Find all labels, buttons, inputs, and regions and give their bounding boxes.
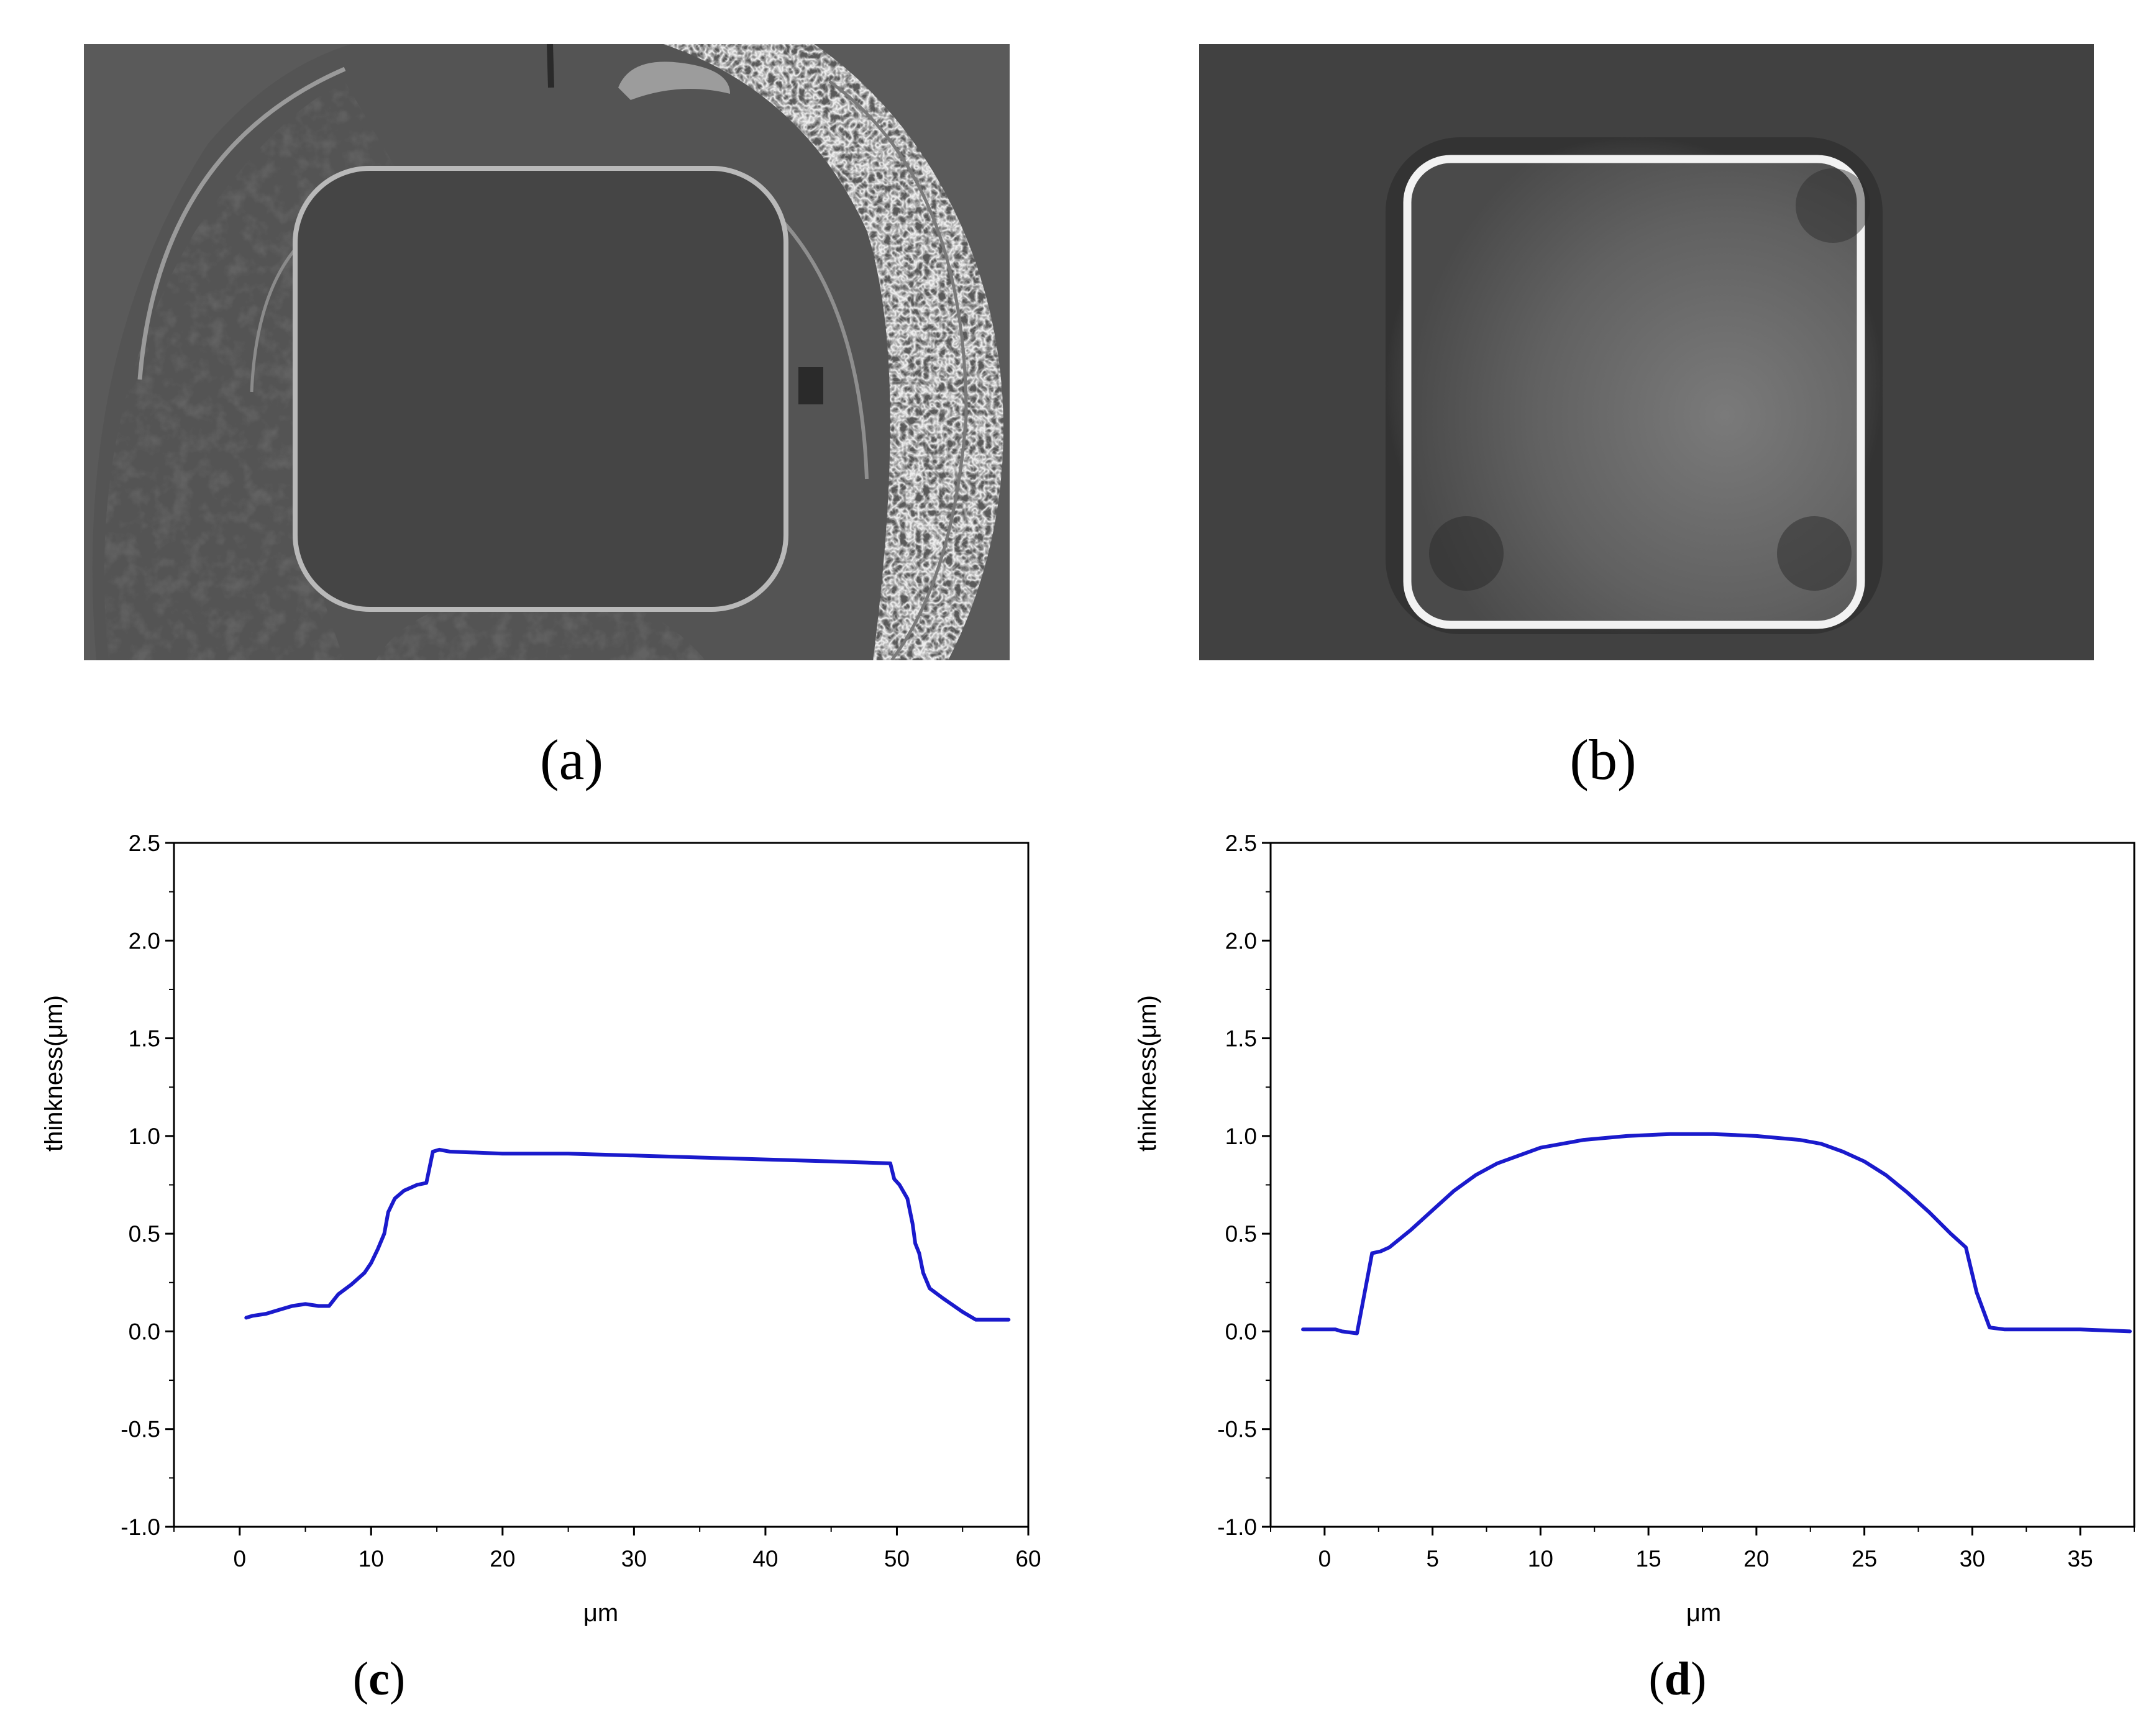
micrograph-b-image	[1199, 44, 2094, 660]
photo-a-pad	[293, 166, 788, 612]
chart-d-ytick-label: 1.0	[1225, 1124, 1257, 1149]
caption-d-letter: d	[1664, 1653, 1691, 1705]
chart-c-series-line	[244, 1147, 1011, 1322]
micrograph-a	[84, 44, 1010, 660]
caption-d-close: )	[1691, 1653, 1707, 1705]
caption-d: (d)	[1597, 1652, 1758, 1706]
chart-c-ytick-label: 2.0	[129, 928, 160, 953]
chart-c-ylabel: thinkness(μm)	[40, 995, 68, 1152]
chart-d-ytick-label: 2.0	[1225, 928, 1257, 953]
chart-c-xtick-label: 40	[752, 1546, 778, 1572]
profile-chart-c: thinkness(μm) μm -1.0 -0.5 0.0 0.5 1.0 1.5 2.0…	[40, 830, 1041, 1627]
chart-c-ytick-label: 2.5	[129, 830, 160, 856]
caption-a: (a)	[539, 728, 604, 791]
photo-b-pad	[1407, 159, 1861, 625]
chart-c-ytick-label: -1.0	[121, 1514, 160, 1540]
caption-c-close: )	[389, 1653, 406, 1705]
chart-c-xtick-label: 10	[359, 1546, 384, 1572]
chart-d-xtick-label: 35	[2068, 1546, 2093, 1572]
chart-c-xtick-label: 30	[621, 1546, 647, 1572]
chart-d-ytick-label: 1.5	[1225, 1026, 1257, 1052]
chart-c-xtick-label: 20	[490, 1546, 515, 1572]
chart-c-ytick-label: 0.0	[129, 1319, 160, 1344]
caption-c-open: (	[352, 1653, 369, 1705]
chart-d-ytick-label: -1.0	[1217, 1514, 1257, 1540]
caption-c-letter: c	[368, 1653, 390, 1705]
chart-d-xtick-label: 0	[1318, 1546, 1332, 1572]
chart-c-ytick-label: -0.5	[121, 1417, 160, 1442]
caption-b: (b)	[1569, 728, 1637, 791]
chart-d-plot: -1.0 -0.5 0.0 0.5 1.0 1.5 2.0 2.5 0 5 10 15 20 25 30 35	[1217, 830, 2135, 1572]
chart-d-frame	[1269, 842, 2135, 1528]
chart-d-series-line	[1301, 1132, 2132, 1335]
chart-c-xtick-label: 60	[1015, 1546, 1041, 1572]
chart-c-plot: -1.0 -0.5 0.0 0.5 1.0 1.5 2.0 2.5 0 10 20 30 40 50 60	[121, 830, 1041, 1572]
chart-d-ytick-label: 0.5	[1225, 1221, 1257, 1247]
caption-d-open: (	[1648, 1653, 1665, 1705]
micrograph-b	[1199, 44, 2094, 660]
chart-d-ytick-label: 0.0	[1225, 1319, 1257, 1344]
chart-d-xtick-label: 25	[1852, 1546, 1877, 1572]
chart-c-xlabel: μm	[583, 1599, 618, 1627]
chart-d-ytick-label: 2.5	[1225, 830, 1257, 856]
chart-d-xtick-label: 30	[1960, 1546, 1985, 1572]
chart-c-ytick-label: 0.5	[129, 1221, 160, 1247]
chart-c-xtick-label: 50	[884, 1546, 910, 1572]
chart-d-xtick-label: 10	[1528, 1546, 1553, 1572]
micrograph-a-image	[84, 44, 1010, 660]
chart-d-xtick-label: 15	[1636, 1546, 1661, 1572]
profile-chart-d: thinkness(μm) μm -1.0 -0.5 0.0 0.5 1.0 1.5 2.0…	[1134, 830, 2135, 1627]
chart-d-xtick-label: 5	[1426, 1546, 1439, 1572]
chart-d-xlabel: μm	[1686, 1599, 1721, 1627]
chart-c-ytick-label: 1.0	[129, 1124, 160, 1149]
chart-d-xtick-label: 20	[1743, 1546, 1769, 1572]
chart-d-ytick-label: -0.5	[1217, 1417, 1257, 1442]
chart-d-ylabel: thinkness(μm)	[1134, 995, 1161, 1152]
caption-c: (c)	[298, 1652, 460, 1706]
chart-c-xtick-label: 0	[233, 1546, 246, 1572]
chart-c-ytick-label: 1.5	[129, 1026, 160, 1052]
